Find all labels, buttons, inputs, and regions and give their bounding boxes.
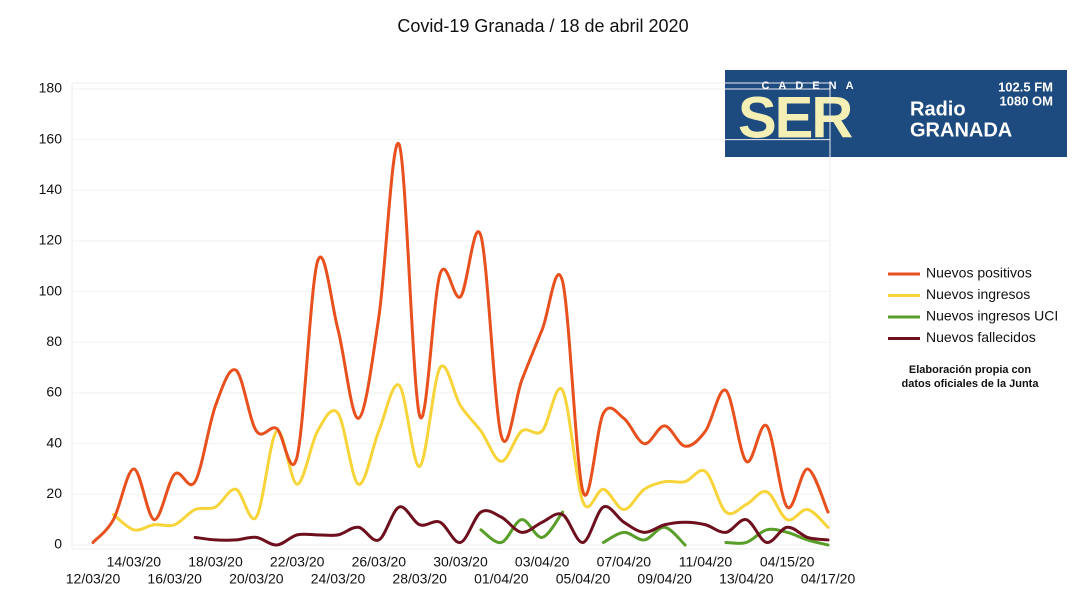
legend-label: Nuevos ingresos UCI bbox=[926, 308, 1058, 324]
x-tick-label: 12/03/20 bbox=[66, 571, 121, 587]
x-tick-label: 03/04/20 bbox=[515, 554, 570, 570]
x-tick-label: 04/15/20 bbox=[760, 554, 815, 570]
y-tick-label: 0 bbox=[54, 536, 62, 552]
legend-label: Nuevos fallecidos bbox=[926, 329, 1036, 345]
x-tick-label: 24/03/20 bbox=[311, 571, 366, 587]
y-tick-label: 120 bbox=[39, 232, 63, 248]
x-tick-label: 04/17/20 bbox=[801, 571, 856, 587]
series-line bbox=[479, 510, 830, 547]
series-line bbox=[193, 505, 830, 547]
logo-line1: Radio bbox=[910, 98, 966, 120]
y-tick-label: 180 bbox=[39, 80, 63, 96]
y-tick-label: 80 bbox=[46, 333, 62, 349]
x-tick-label: 22/03/20 bbox=[270, 554, 325, 570]
y-tick-label: 140 bbox=[39, 181, 63, 197]
x-tick-label: 01/04/20 bbox=[474, 571, 529, 587]
logo-brand: SER bbox=[738, 85, 852, 150]
x-tick-label: 20/03/20 bbox=[229, 571, 284, 587]
y-tick-label: 40 bbox=[46, 434, 62, 450]
chart-title: Covid-19 Granada / 18 de abril 2020 bbox=[397, 16, 688, 36]
x-tick-label: 16/03/20 bbox=[147, 571, 202, 587]
y-tick-label: 100 bbox=[39, 282, 63, 298]
x-tick-label: 28/03/20 bbox=[392, 571, 447, 587]
y-tick-label: 60 bbox=[46, 384, 62, 400]
x-tick-label: 13/04/20 bbox=[719, 571, 774, 587]
logo-fm: 102.5 FM bbox=[998, 79, 1053, 94]
y-tick-label: 160 bbox=[39, 130, 63, 146]
x-tick-label: 26/03/20 bbox=[352, 554, 407, 570]
y-tick-label: 20 bbox=[46, 485, 62, 501]
x-tick-label: 07/04/20 bbox=[597, 554, 652, 570]
logo-line2: GRANADA bbox=[910, 119, 1012, 141]
annotation: datos oficiales de la Junta bbox=[902, 378, 1040, 390]
logo-background bbox=[725, 70, 1067, 157]
x-tick-label: 14/03/20 bbox=[107, 554, 162, 570]
legend-label: Nuevos positivos bbox=[926, 265, 1032, 281]
legend-label: Nuevos ingresos bbox=[926, 286, 1030, 302]
annotation: Elaboración propia con bbox=[909, 364, 1032, 376]
x-tick-label: 09/04/20 bbox=[637, 571, 692, 587]
x-tick-label: 18/03/20 bbox=[188, 554, 243, 570]
x-tick-label: 11/04/20 bbox=[679, 554, 733, 570]
series-line bbox=[111, 364, 830, 532]
series-line bbox=[91, 141, 830, 544]
logo-om: 1080 OM bbox=[1000, 93, 1053, 108]
x-tick-label: 05/04/20 bbox=[556, 571, 611, 587]
x-tick-label: 30/03/20 bbox=[433, 554, 488, 570]
plot-area bbox=[71, 82, 831, 550]
